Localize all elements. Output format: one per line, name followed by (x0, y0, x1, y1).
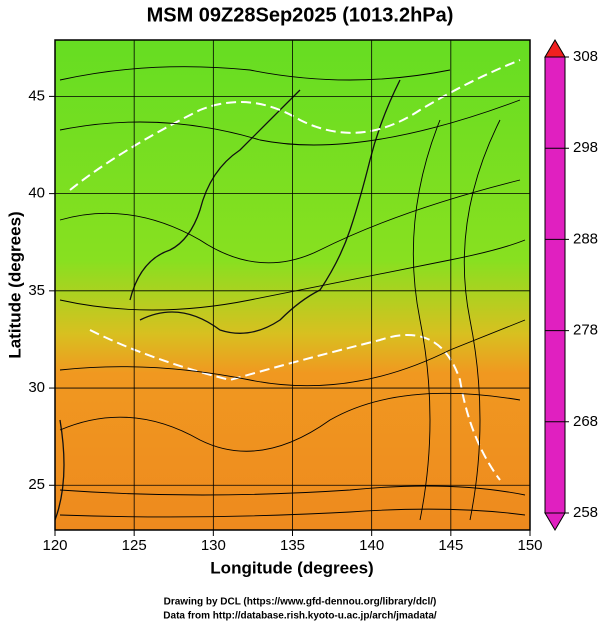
x-axis-label: Longitude (degrees) (210, 558, 373, 577)
y-tick-label: 25 (28, 476, 45, 493)
colorbar-extend-top (544, 39, 566, 58)
streamlines (59, 66, 526, 521)
x-tick-label: 125 (122, 537, 147, 554)
colorbar-label: 268 (573, 413, 598, 430)
colorbar-extend-bottom (544, 512, 566, 531)
x-tick-label: 120 (42, 537, 67, 554)
x-tick-label: 150 (517, 537, 542, 554)
x-tick-label: 135 (280, 537, 305, 554)
colorbar-label: 288 (573, 230, 598, 247)
x-tick-label: 140 (359, 537, 384, 554)
chart-title: MSM 09Z28Sep2025 (1013.2hPa) (147, 4, 454, 26)
coastline (55, 79, 401, 521)
colorbar (544, 56, 566, 514)
y-tick-label: 35 (28, 282, 45, 299)
credit: Drawing by DCL (https://www.gfd-dennou.o… (164, 597, 437, 608)
y-axis-label: Latitude (degrees) (5, 211, 24, 358)
colorbar-label: 308 (573, 48, 598, 65)
colorbar-label: 298 (573, 139, 598, 156)
x-tick-label: 145 (438, 537, 463, 554)
x-tick-label: 130 (201, 537, 226, 554)
y-tick-label: 40 (28, 185, 45, 202)
colorbar-label: 258 (573, 504, 598, 521)
y-tick-label: 45 (28, 87, 45, 104)
colorbar-label: 278 (573, 322, 598, 339)
credit: Data from http://database.rish.kyoto-u.a… (163, 611, 437, 622)
contour-line (69, 59, 521, 481)
y-tick-label: 30 (28, 379, 45, 396)
